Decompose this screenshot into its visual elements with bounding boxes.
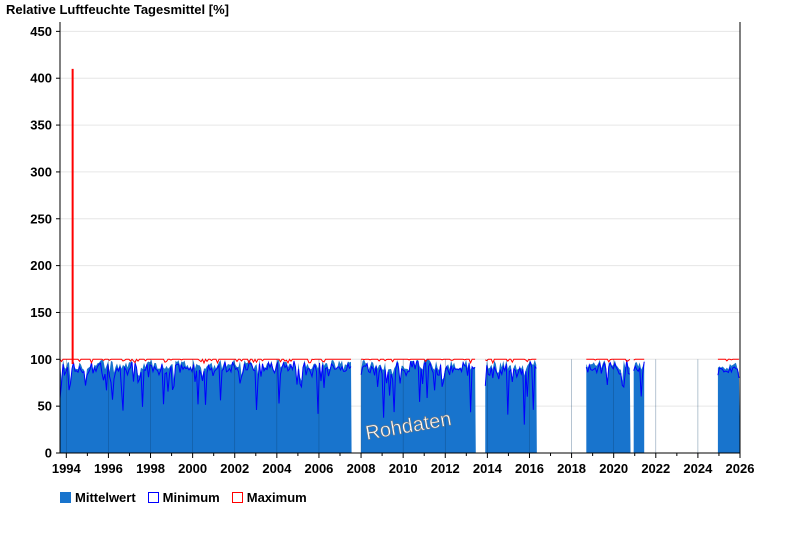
series-mittelwert-area xyxy=(717,362,740,453)
chart-title: Relative Luftfeuchte Tagesmittel [%] xyxy=(6,2,229,17)
x-tick-label: 2022 xyxy=(641,461,670,476)
series-mittelwert-area xyxy=(60,359,352,453)
series-maximum-line xyxy=(361,358,476,365)
series-minimum-line xyxy=(585,359,630,389)
legend-item-minimum: Minimum xyxy=(147,490,220,505)
y-tick-label: 400 xyxy=(30,71,52,86)
x-tick-label: 2006 xyxy=(304,461,333,476)
y-tick-label: 250 xyxy=(30,211,52,226)
series-maximum-line xyxy=(633,358,645,361)
x-tick-label: 2020 xyxy=(599,461,628,476)
x-tick-label: 2010 xyxy=(389,461,418,476)
series-minimum-line xyxy=(633,361,645,397)
x-tick-label: 2014 xyxy=(473,461,503,476)
y-tick-label: 200 xyxy=(30,258,52,273)
x-tick-label: 2018 xyxy=(557,461,586,476)
x-tick-label: 2008 xyxy=(347,461,376,476)
x-tick-label: 1996 xyxy=(94,461,123,476)
y-tick-label: 100 xyxy=(30,352,52,367)
x-tick-label: 2004 xyxy=(262,461,292,476)
legend-swatch-maximum xyxy=(231,492,243,503)
y-tick-label: 450 xyxy=(30,24,52,39)
x-tick-label: 2026 xyxy=(726,461,755,476)
legend-label-maximum: Maximum xyxy=(246,490,307,505)
x-tick-label: 2002 xyxy=(220,461,249,476)
y-tick-label: 50 xyxy=(38,399,52,414)
legend-label-minimum: Minimum xyxy=(162,490,220,505)
legend-label-mittelwert: Mittelwert xyxy=(75,490,136,505)
series-maximum-line xyxy=(717,358,739,362)
y-tick-label: 150 xyxy=(30,305,52,320)
series-minimum-line xyxy=(717,366,740,378)
y-tick-label: 0 xyxy=(45,446,52,461)
x-tick-label: 1998 xyxy=(136,461,165,476)
x-tick-label: 2000 xyxy=(178,461,207,476)
series-maximum-line xyxy=(485,358,537,365)
x-tick-label: 2024 xyxy=(683,461,713,476)
y-tick-label: 350 xyxy=(30,118,52,133)
series-mittelwert-area xyxy=(361,359,476,453)
y-tick-label: 300 xyxy=(30,164,52,179)
legend-item-maximum: Maximum xyxy=(231,490,307,505)
legend-swatch-minimum xyxy=(147,492,159,503)
series-mittelwert-area xyxy=(586,359,631,453)
chart-legend: Mittelwert Minimum Maximum xyxy=(60,490,307,505)
series-maximum-line xyxy=(586,358,631,363)
legend-swatch-mittelwert xyxy=(60,492,71,503)
x-tick-label: 2016 xyxy=(515,461,544,476)
series-minimum-line xyxy=(484,361,537,425)
series-minimum-line xyxy=(360,360,476,418)
series-mittelwert-area xyxy=(485,359,537,453)
x-tick-label: 2012 xyxy=(431,461,460,476)
legend-item-mittelwert: Mittelwert xyxy=(60,490,136,505)
x-tick-label: 1994 xyxy=(52,461,82,476)
